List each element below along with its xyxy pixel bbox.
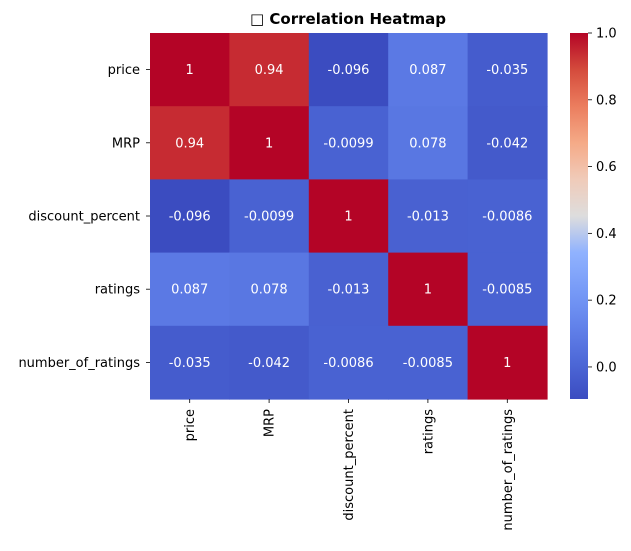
cell-value-label: -0.035 (486, 63, 528, 78)
cell-value-label: -0.035 (169, 356, 211, 371)
colorbar-tick-label: 0.0 (596, 360, 617, 375)
heatmap-cell (150, 325, 230, 400)
y-axis-tick-label: discount_percent (28, 210, 140, 225)
cell-value-label: -0.096 (169, 210, 211, 225)
heatmap-cell (467, 325, 548, 400)
cell-value-label: -0.042 (248, 356, 290, 371)
column-labels: price MRP discount_percent ratings number_of… (183, 399, 516, 531)
heatmap-cell (467, 252, 548, 327)
colorbar-gradient (570, 33, 588, 399)
heatmap-cell (150, 106, 230, 180)
x-axis-tick-label: MRP (263, 409, 278, 437)
heatmap-cell (150, 179, 230, 254)
heatmap-cell (229, 179, 310, 254)
cell-value-label: 1 (503, 356, 511, 371)
x-axis-tick-label: discount_percent (342, 409, 357, 521)
heatmap-cell (308, 33, 389, 107)
colorbar: 0.0 0.2 0.4 0.6 0.8 1.0 (570, 27, 617, 399)
colorbar-tick-label: 0.2 (596, 294, 617, 309)
heatmap-cell (388, 106, 469, 180)
y-axis-tick-label: number_of_ratings (18, 356, 140, 371)
heatmap-cell (150, 252, 230, 327)
heatmap-cell (308, 252, 389, 327)
heatmap-cell (229, 106, 310, 180)
cell-value-label: 1 (424, 283, 432, 298)
cell-value-label: -0.0085 (403, 356, 453, 371)
colorbar-tick-label: 0.8 (596, 93, 617, 108)
cell-value-label: 1 (186, 63, 194, 78)
x-axis-tick-label: ratings (421, 409, 436, 455)
cell-value-label: -0.0086 (323, 356, 373, 371)
heatmap-cell (388, 252, 469, 327)
heatmap-cell (467, 179, 548, 254)
heatmap-cell (150, 33, 230, 107)
cell-value-label: 0.087 (409, 63, 446, 78)
cell-value-label: -0.042 (486, 136, 528, 151)
cell-value-label: -0.0099 (244, 210, 294, 225)
cell-value-label: 1 (344, 210, 352, 225)
heatmap-cell (388, 179, 469, 254)
heatmap-cell (467, 106, 548, 180)
heatmap-cell (229, 325, 310, 400)
colorbar-ticks: 0.0 0.2 0.4 0.6 0.8 1.0 (588, 27, 617, 375)
chart-title: □ Correlation Heatmap (250, 10, 446, 28)
cell-value-label: 0.087 (171, 283, 208, 298)
heatmap-cell (467, 33, 548, 107)
heatmap-cell (308, 325, 389, 400)
colorbar-tick-label: 0.6 (596, 160, 617, 175)
cell-value-label: -0.096 (328, 63, 370, 78)
x-axis-tick-label: price (183, 409, 198, 441)
cell-value-label: -0.0086 (482, 210, 532, 225)
y-axis-tick-label: price (108, 63, 140, 78)
heatmap-cell (388, 33, 469, 107)
cell-value-label: -0.013 (328, 283, 370, 298)
y-axis-tick-label: MRP (112, 136, 140, 151)
heatmap-cell (308, 179, 389, 254)
y-axis-tick-label: ratings (95, 283, 141, 298)
cell-value-label: 0.078 (250, 283, 287, 298)
cell-value-label: 0.94 (175, 136, 204, 151)
cell-value-label: 0.078 (409, 136, 446, 151)
heatmap-cells: 1 0.94 -0.096 0.087 -0.035 0.94 1 -0.0099 0.078 -… (150, 33, 548, 400)
heatmap-cell (229, 252, 310, 327)
cell-value-label: 1 (265, 136, 273, 151)
colorbar-tick-label: 1.0 (596, 27, 617, 42)
heatmap-cell (388, 325, 469, 400)
colorbar-tick-label: 0.4 (596, 227, 617, 242)
x-axis-tick-label: number_of_ratings (501, 409, 516, 531)
heatmap-cell (229, 33, 310, 107)
cell-value-label: -0.0099 (323, 136, 373, 151)
cell-value-label: 0.94 (255, 63, 284, 78)
cell-value-label: -0.013 (407, 210, 449, 225)
heatmap-cell (308, 106, 389, 180)
cell-value-label: -0.0085 (482, 283, 532, 298)
